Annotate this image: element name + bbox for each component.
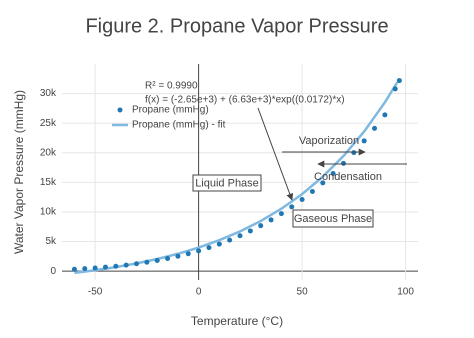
data-point — [340, 160, 346, 166]
y-tick-label: 15k — [40, 177, 57, 188]
data-point — [82, 266, 88, 272]
x-tick-label: 0 — [196, 287, 202, 298]
data-point — [278, 211, 284, 217]
data-point — [206, 245, 212, 251]
data-point — [144, 259, 150, 265]
data-point — [320, 180, 326, 186]
y-axis-title: Water Vapor Pressure (mmHg) — [12, 90, 26, 254]
annotation-box — [292, 209, 374, 228]
x-tick-label: -50 — [88, 287, 103, 298]
data-point — [268, 217, 274, 223]
data-point — [175, 253, 181, 259]
legend-label: Propane (mmHg) — [132, 105, 209, 116]
data-point — [71, 266, 77, 272]
data-point — [372, 125, 378, 131]
data-point — [196, 248, 202, 254]
data-point — [165, 256, 171, 262]
y-tick-label: 30k — [40, 88, 57, 99]
y-tick-label: 25k — [40, 118, 57, 129]
annotations: Propane (mmHg) Propane (mmHg) - fit R² = 0… — [112, 81, 407, 228]
chart-title: Figure 2. Propane Vapor Pressure — [85, 15, 388, 37]
data-point — [123, 262, 129, 268]
data-point — [92, 265, 98, 271]
y-tick-label: 0 — [50, 266, 56, 277]
data-point — [330, 170, 336, 176]
data-point — [247, 228, 253, 234]
data-point — [299, 196, 305, 202]
y-tick-label: 5k — [45, 236, 57, 247]
legend-symbol — [117, 107, 123, 113]
data-point — [113, 263, 119, 269]
plot-area — [71, 78, 402, 275]
annotation-vaporization: Vaporization — [299, 135, 359, 147]
data-point — [237, 233, 243, 239]
data-point — [309, 188, 315, 194]
annotation-gaseous: Gaseous Phase — [294, 213, 372, 225]
data-point — [289, 204, 295, 210]
data-point — [227, 237, 233, 243]
data-point — [351, 150, 357, 156]
annotation-formula: f(x) = (-2.65e+3) + (6.63e+3)*exp((0.017… — [145, 95, 345, 106]
x-tick-label: 100 — [397, 287, 414, 298]
x-axis-title: Temperature (°C) — [191, 314, 283, 328]
data-point — [134, 261, 140, 267]
annotation-liquid: Liquid Phase — [195, 177, 259, 189]
data-point — [382, 112, 388, 118]
data-point — [102, 264, 108, 270]
data-point — [258, 223, 264, 229]
legend-label: Propane (mmHg) - fit — [132, 120, 226, 131]
y-tick-label: 10k — [40, 207, 57, 218]
x-tick-label: 50 — [297, 287, 309, 298]
annotation-condensation: Condensation — [314, 171, 382, 183]
annotation-r2: R² = 0.9990 — [145, 81, 198, 92]
data-point — [185, 251, 191, 257]
data-point — [216, 241, 222, 247]
annotation-box — [192, 174, 262, 192]
data-point — [396, 78, 402, 84]
data-point — [392, 86, 398, 92]
fit-line — [74, 81, 399, 275]
y-tick-label: 20k — [40, 147, 57, 158]
data-point — [154, 258, 160, 264]
data-point — [361, 138, 367, 144]
annotation-arrow — [257, 107, 294, 201]
